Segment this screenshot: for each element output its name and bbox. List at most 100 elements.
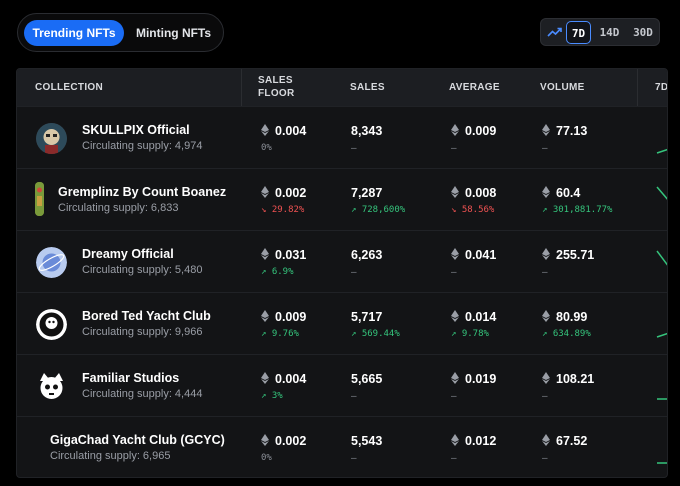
collection-name[interactable]: Dreamy Official [82,247,174,261]
eth-icon [261,310,269,322]
arrow-up-icon: ↗ [451,329,462,339]
arrow-up-icon: ↗ [351,329,362,339]
average-change: – [451,391,457,402]
table-row[interactable]: SKULLPIX Official Circulating supply: 4,… [17,106,667,168]
sales-change: ↗ 569.44% [351,329,400,339]
volume-change: ↗ 301,881.77% [542,205,613,215]
collection-name[interactable]: GigaChad Yacht Club (GCYC) [50,433,225,447]
familiar-studios-avatar [36,371,67,402]
circulating-supply: Circulating supply: 9,966 [82,326,203,338]
sales-floor-value: 0.002 [261,434,306,448]
average-value: 0.008 [451,186,496,200]
bored-ted-avatar [36,309,67,340]
sales-change: – [351,267,357,278]
average-value: 0.012 [451,434,496,448]
average-change: – [451,143,457,154]
sparkline-chart [657,462,667,464]
volume-value: 108.21 [542,372,594,386]
time-range-selector: 7D 14D 30D [540,18,660,46]
circulating-supply: Circulating supply: 6,965 [50,450,171,462]
volume-change: – [542,391,548,402]
volume-value: 60.4 [542,186,580,200]
circulating-supply: Circulating supply: 6,833 [58,202,179,214]
arrow-down-icon: ↘ [261,205,272,215]
average-change: ↗ 9.78% [451,329,489,339]
eth-icon [542,434,550,446]
collection-name[interactable]: Bored Ted Yacht Club [82,309,211,323]
eth-icon [542,248,550,260]
header-7d-chart[interactable]: 7D [655,82,668,93]
table-row[interactable]: Dreamy Official Circulating supply: 5,48… [17,230,667,292]
eth-icon [451,434,459,446]
arrow-up-icon: ↗ [542,329,553,339]
sales-floor-change: 0% [261,143,272,153]
header-volume[interactable]: VOLUME [540,82,585,93]
collection-name[interactable]: SKULLPIX Official [82,123,190,137]
sales-value: 8,343 [351,124,383,138]
volume-change: – [542,453,548,464]
sales-floor-value: 0.002 [261,186,306,200]
volume-change: – [542,143,548,154]
eth-icon [261,248,269,260]
header-sales[interactable]: SALES [350,82,385,93]
range-14d[interactable]: 14D [599,26,620,39]
sparkline-chart [656,186,667,200]
sales-floor-change: 0% [261,453,272,463]
collection-name[interactable]: Familiar Studios [82,371,180,385]
average-value: 0.019 [451,372,496,386]
eth-icon [451,372,459,384]
sales-floor-value: 0.004 [261,372,306,386]
sales-floor-change: ↗ 6.9% [261,267,294,277]
volume-value: 67.52 [542,434,587,448]
sales-floor-change: ↗ 3% [261,391,283,401]
tab-trending-nfts[interactable]: Trending NFTs [24,20,124,46]
sales-value: 6,263 [351,248,383,262]
circulating-supply: Circulating supply: 4,974 [82,140,203,152]
skullpix-avatar [36,123,67,154]
volume-change: ↗ 634.89% [542,329,591,339]
sales-value: 7,287 [351,186,383,200]
range-7d[interactable]: 7D [566,21,591,44]
sales-floor-value: 0.004 [261,124,306,138]
eth-icon [261,186,269,198]
eth-icon [451,124,459,136]
eth-icon [451,248,459,260]
tab-minting-nfts[interactable]: Minting NFTs [135,26,212,40]
volume-value: 80.99 [542,310,587,324]
eth-icon [451,186,459,198]
nft-tabs: Trending NFTs Minting NFTs [17,13,224,52]
sales-value: 5,717 [351,310,383,324]
arrow-up-icon: ↗ [542,205,553,215]
table-row[interactable]: GigaChad Yacht Club (GCYC) Circulating s… [17,416,667,477]
arrow-down-icon: ↘ [451,205,462,215]
header-collection[interactable]: COLLECTION [35,82,103,93]
trending-up-icon[interactable] [545,23,564,42]
sales-floor-value: 0.009 [261,310,306,324]
sales-change: – [351,143,357,154]
arrow-up-icon: ↗ [261,329,272,339]
table-row[interactable]: Familiar Studios Circulating supply: 4,4… [17,354,667,416]
average-change: ↘ 58.56% [451,205,495,215]
sales-change: – [351,453,357,464]
sales-value: 5,543 [351,434,383,448]
table-row[interactable]: Bored Ted Yacht Club Circulating supply:… [17,292,667,354]
circulating-supply: Circulating supply: 4,444 [82,388,203,400]
table-row[interactable]: Gremplinz By Count Boanez Circulating su… [17,168,667,230]
header-average[interactable]: AVERAGE [449,82,500,93]
dreamy-avatar [36,247,67,278]
volume-value: 255.71 [542,248,594,262]
eth-icon [542,124,550,136]
column-divider [241,69,242,106]
sales-change: – [351,391,357,402]
volume-value: 77.13 [542,124,587,138]
collection-name[interactable]: Gremplinz By Count Boanez [58,185,227,199]
arrow-up-icon: ↗ [261,391,272,401]
table-header: COLLECTION SALES FLOOR SALES AVERAGE VOL… [17,69,668,106]
circulating-supply: Circulating supply: 5,480 [82,264,203,276]
range-30d[interactable]: 30D [633,26,653,39]
sales-change: ↗ 728,600% [351,205,406,215]
volume-change: – [542,267,548,278]
eth-icon [261,434,269,446]
header-sales-floor-line1[interactable]: SALES [258,75,293,86]
header-sales-floor-line2[interactable]: FLOOR [258,88,295,99]
